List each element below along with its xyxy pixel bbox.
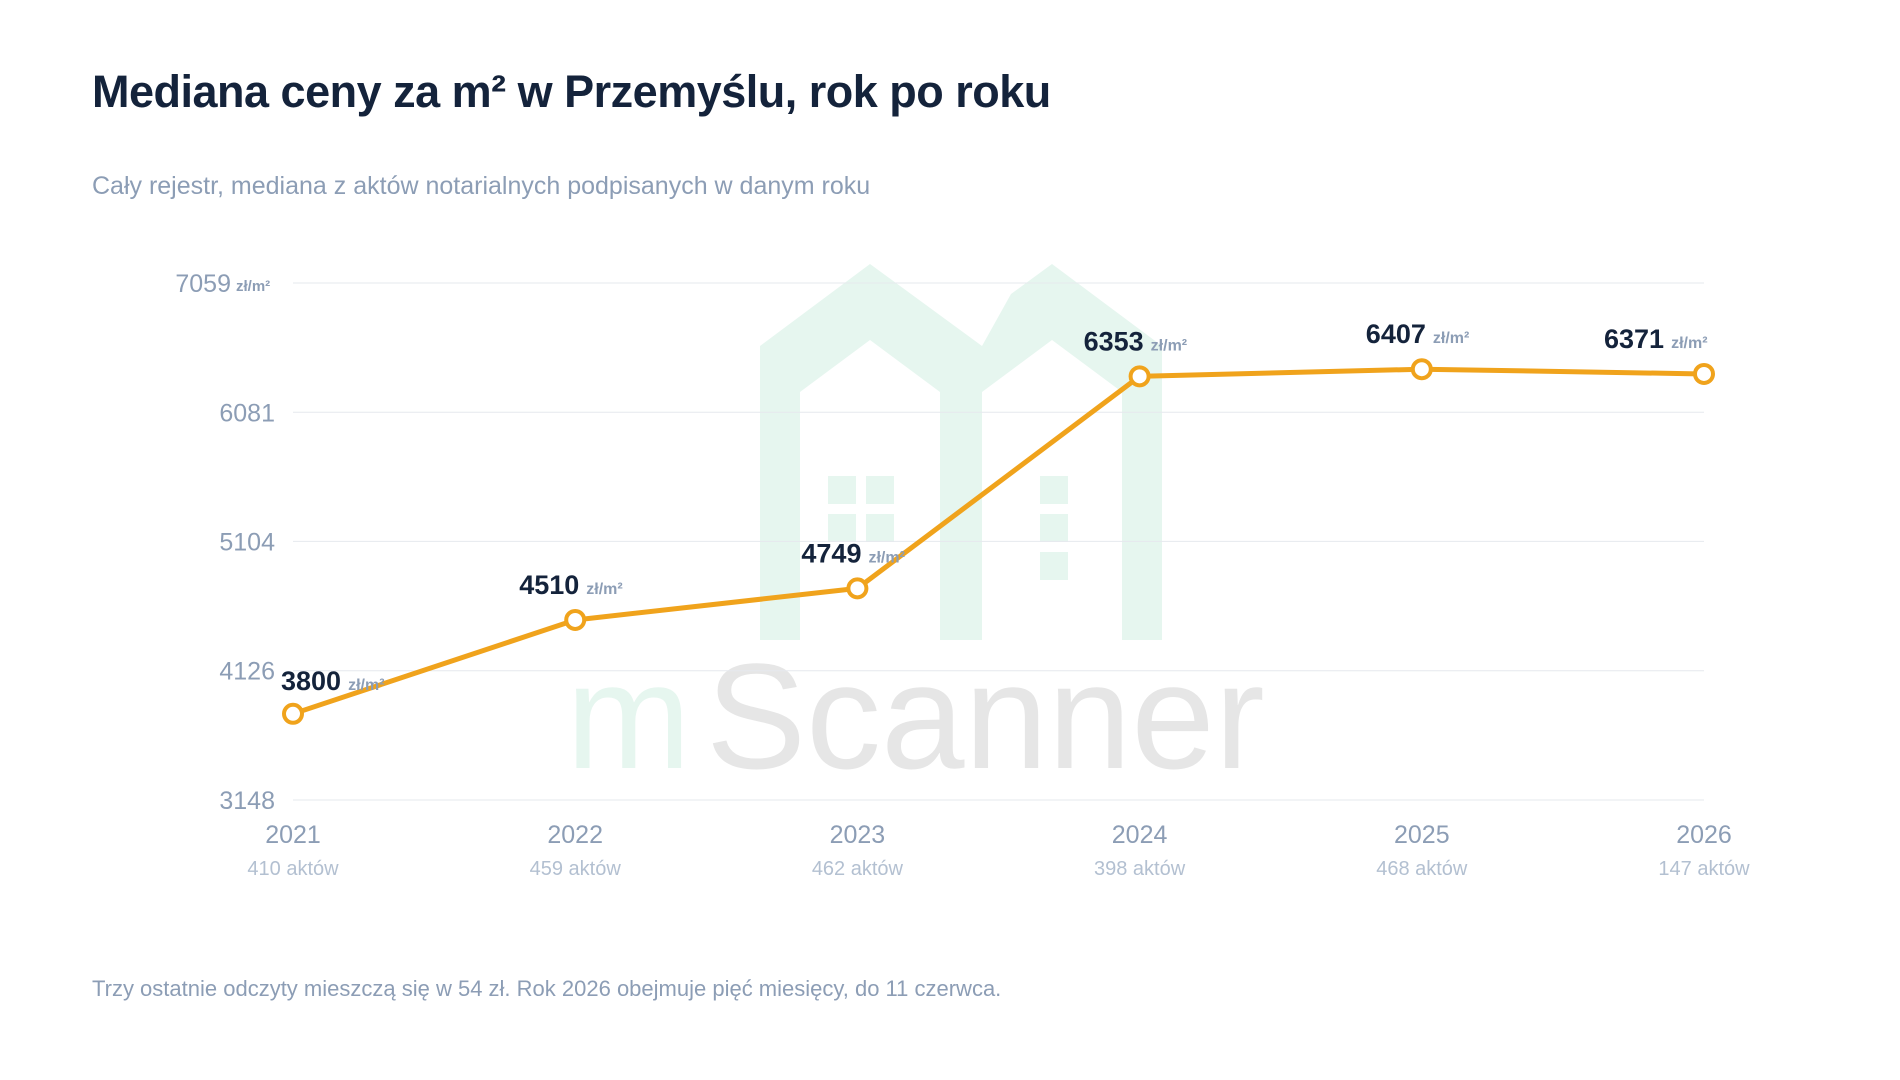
- watermark: m Scanner: [566, 264, 1265, 800]
- watermark-text-scanner: Scanner: [706, 632, 1265, 800]
- data-point: [564, 608, 587, 631]
- data-label: 4749 zł/m²: [801, 538, 905, 568]
- data-label-unit: zł/m²: [586, 581, 622, 598]
- x-tick-sublabel: 398 aktów: [1094, 858, 1186, 880]
- x-tick-label: 2021: [265, 821, 321, 849]
- y-tick-label: 3148: [219, 787, 275, 815]
- watermark-window: [866, 514, 894, 542]
- watermark-window: [866, 476, 894, 504]
- watermark-house-shape: [760, 264, 1162, 640]
- data-label-value: 4749: [801, 538, 861, 568]
- data-label: 6371 zł/m²: [1604, 324, 1708, 354]
- x-tick-sublabel: 462 aktów: [812, 858, 904, 880]
- watermark-window: [1040, 552, 1068, 580]
- series-median-price: [282, 358, 1715, 725]
- x-tick-label: 2025: [1394, 821, 1450, 849]
- data-label-unit: zł/m²: [1151, 337, 1187, 354]
- data-label-unit: zł/m²: [868, 549, 904, 566]
- house-logo-icon: [760, 264, 1162, 640]
- data-label-value: 6371: [1604, 324, 1664, 354]
- watermark-text-m: m: [566, 632, 691, 800]
- y-tick-label: 6081: [219, 399, 275, 427]
- y-tick-label: 5104: [219, 528, 275, 556]
- y-tick-label: 7059: [175, 270, 231, 298]
- data-label: 6407 zł/m²: [1366, 319, 1470, 349]
- data-point: [1410, 358, 1433, 381]
- chart-footnote: Trzy ostatnie odczyty mieszczą się w 54 …: [92, 976, 1002, 1001]
- x-tick-label: 2026: [1676, 821, 1732, 849]
- data-label: 3800 zł/m²: [281, 666, 385, 696]
- y-tick-label: 4126: [219, 658, 275, 686]
- data-point: [846, 577, 869, 600]
- x-tick-sublabel: 459 aktów: [530, 858, 622, 880]
- data-label-unit: zł/m²: [1671, 335, 1707, 352]
- data-label-value: 6353: [1084, 326, 1144, 356]
- watermark-window: [1040, 514, 1068, 542]
- data-label-value: 3800: [281, 666, 341, 696]
- data-label: 6353 zł/m²: [1084, 326, 1188, 356]
- watermark-window: [828, 476, 856, 504]
- y-tick-unit: zł/m²: [236, 278, 270, 295]
- x-tick-sublabel: 147 aktów: [1658, 858, 1750, 880]
- watermark-window: [828, 514, 856, 542]
- data-label: 4510 zł/m²: [519, 570, 623, 600]
- data-label-unit: zł/m²: [1433, 330, 1469, 347]
- grid-lines: [293, 282, 1704, 801]
- data-label-value: 4510: [519, 570, 579, 600]
- data-point: [1128, 365, 1151, 388]
- x-tick-sublabel: 468 aktów: [1376, 858, 1468, 880]
- chart-subtitle: Cały rejestr, mediana z aktów notarialny…: [92, 172, 871, 200]
- data-label-value: 6407: [1366, 319, 1426, 349]
- data-label-unit: zł/m²: [348, 677, 384, 694]
- x-tick-sublabel: 410 aktów: [247, 858, 339, 880]
- x-tick-label: 2023: [830, 821, 886, 849]
- data-point: [282, 702, 304, 725]
- series-line: [290, 366, 1707, 717]
- y-axis: 3148 4126 5104 6081 7059 zł/m²: [175, 270, 275, 815]
- x-axis: 2021 410 aktów 2022 459 aktów 2023 462 aktów 2…: [247, 821, 1750, 880]
- x-tick-label: 2024: [1112, 821, 1168, 849]
- watermark-window: [1040, 476, 1068, 504]
- chart-title: Mediana ceny za m² w Przemyślu, rok po r…: [92, 66, 1051, 117]
- data-point: [1693, 362, 1715, 385]
- x-tick-label: 2022: [547, 821, 603, 849]
